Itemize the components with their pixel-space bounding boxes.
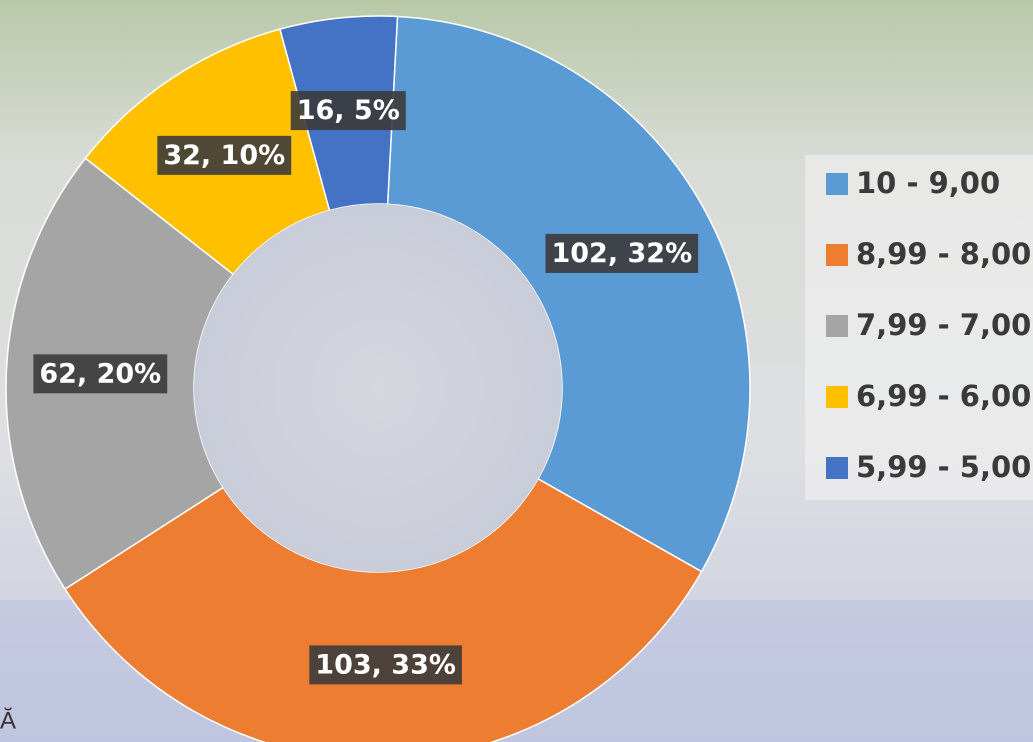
legend-label: 6,99 - 6,00	[856, 379, 1031, 413]
legend-label: 5,99 - 5,00	[856, 450, 1031, 484]
legend-swatch	[826, 244, 848, 266]
legend-label: 8,99 - 8,00	[856, 237, 1031, 271]
donut-hole	[194, 204, 562, 572]
annotation: Ă	[0, 707, 16, 734]
legend-label: 7,99 - 7,00	[856, 308, 1031, 342]
data-label: 16, 5%	[297, 95, 400, 126]
data-label: 102, 32%	[551, 238, 692, 269]
legend-swatch	[826, 457, 848, 479]
data-label: 62, 20%	[39, 358, 161, 389]
data-label: 32, 10%	[163, 140, 285, 171]
page: 102, 32% 103, 33% 62, 20% 32, 10% 16, 5% Ă 1…	[0, 0, 1033, 742]
legend-swatch	[826, 173, 848, 195]
legend-swatch	[826, 386, 848, 408]
chart: 102, 32% 103, 33% 62, 20% 32, 10% 16, 5% Ă 1…	[0, 0, 1033, 742]
legend-swatch	[826, 315, 848, 337]
data-label: 103, 33%	[315, 649, 456, 680]
legend-label: 10 - 9,00	[856, 166, 1000, 200]
